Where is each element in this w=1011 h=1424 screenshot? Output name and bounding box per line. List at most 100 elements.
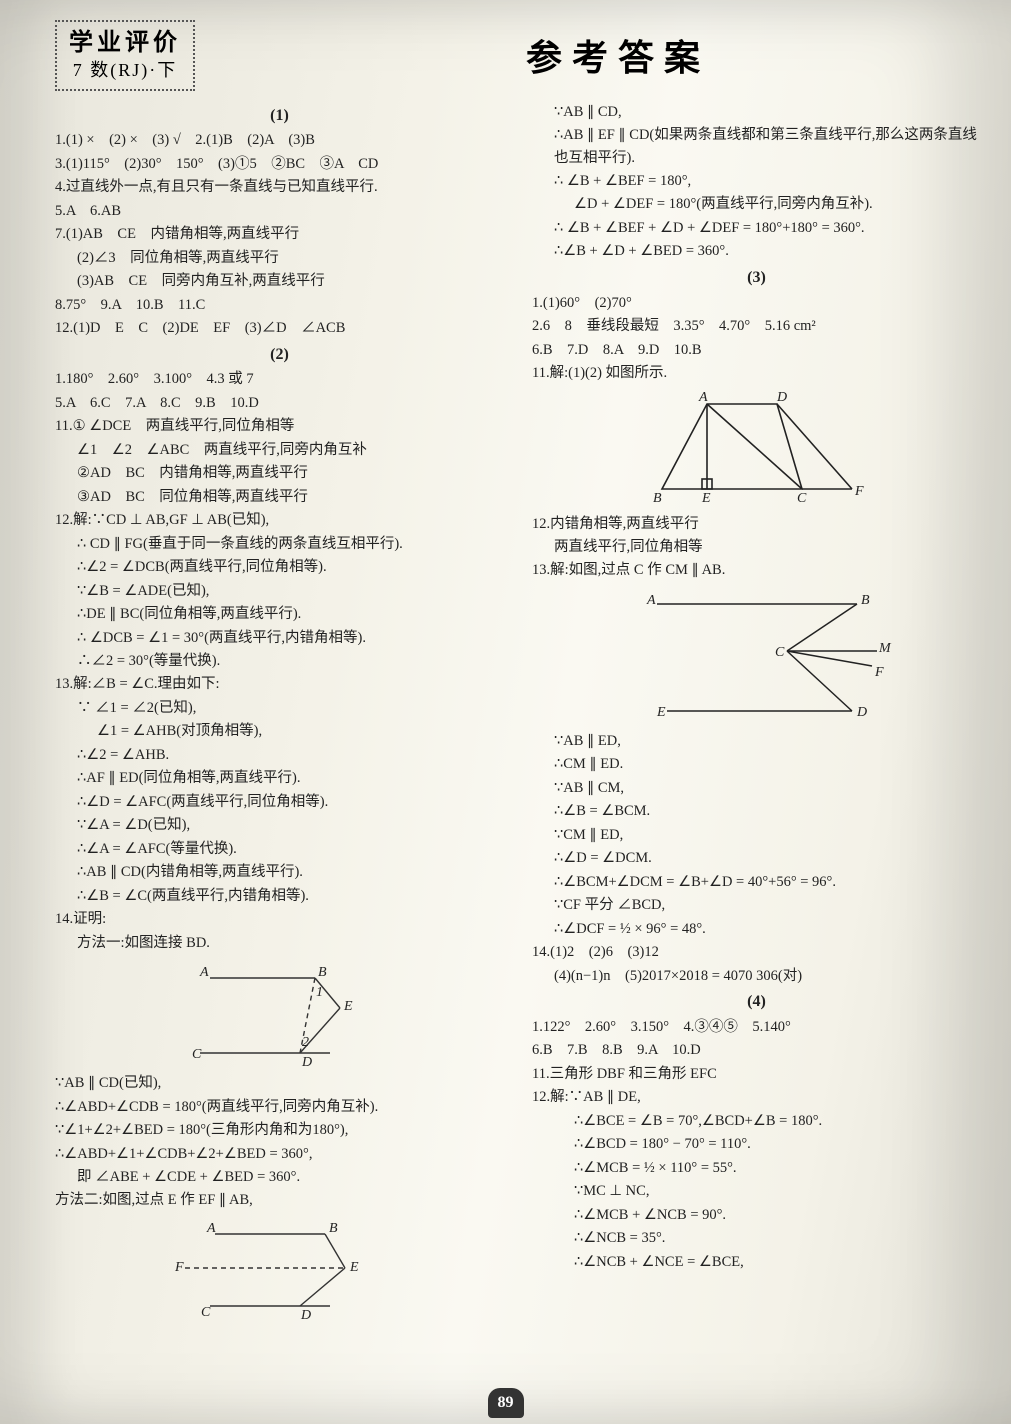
page-number: 89 <box>488 1388 524 1418</box>
answer-line: ∴∠MCB + ∠NCB = 90°. <box>532 1204 981 1226</box>
answer-line: (4)(n−1)n (5)2017×2018 = 4070 306(对) <box>532 965 981 987</box>
answer-line: ∵∠B = ∠ADE(已知), <box>55 580 504 602</box>
header-box-title: 学业评价 <box>69 28 181 59</box>
section-3-title: (3) <box>532 266 981 291</box>
answer-line: 8.75° 9.A 10.B 11.C <box>55 294 504 316</box>
answer-line: 7.(1)AB CE 内错角相等,两直线平行 <box>55 223 504 245</box>
answer-line: ∴∠NCB + ∠NCE = ∠BCE, <box>532 1251 981 1273</box>
answer-line: ∵AB ∥ CD(已知), <box>55 1072 504 1094</box>
page-title: 参考答案 <box>225 29 981 81</box>
answer-line: ∴∠B = ∠C(两直线平行,内错角相等). <box>55 885 504 907</box>
answer-line: ∴∠BCM+∠DCM = ∠B+∠D = 40°+56° = 96°. <box>532 871 981 893</box>
fig1-label-a: A <box>199 965 209 980</box>
answer-line: 11.① ∠DCE 两直线平行,同位角相等 <box>55 415 504 437</box>
answer-line: ∴ ∠DCB = ∠1 = 30°(两直线平行,内错角相等). <box>55 627 504 649</box>
answer-line: 12.内错角相等,两直线平行 <box>532 513 981 535</box>
fig1-label-b: B <box>318 965 327 980</box>
fig3-label-e: E <box>701 491 711 506</box>
answer-line: ∴AB ∥ CD(内错角相等,两直线平行). <box>55 861 504 883</box>
answer-line: ∴∠B = ∠BCM. <box>532 800 981 822</box>
answer-line: ∴ ∠B + ∠BEF + ∠D + ∠DEF = 180°+180° = 36… <box>532 217 981 239</box>
right-column: ∵AB ∥ CD, ∴AB ∥ EF ∥ CD(如果两条直线都和第三条直线平行,… <box>532 101 981 1325</box>
answer-line: ∵∠A = ∠D(已知), <box>55 814 504 836</box>
fig2-label-e: E <box>349 1260 359 1275</box>
answer-line: ∴∠ABD+∠CDB = 180°(两直线平行,同旁内角互补). <box>55 1096 504 1118</box>
fig2-label-b: B <box>329 1221 338 1236</box>
answer-line: ∴∠NCB = 35°. <box>532 1227 981 1249</box>
fig2-label-a: A <box>206 1221 216 1236</box>
answer-line: ∴AB ∥ EF ∥ CD(如果两条直线都和第三条直线平行,那么这两条直线也互相… <box>532 124 981 169</box>
section-4-title: (4) <box>532 990 981 1015</box>
answer-line: ∴∠ABD+∠1+∠CDB+∠2+∠BED = 360°, <box>55 1143 504 1165</box>
answer-line: 6.B 7.B 8.B 9.A 10.D <box>532 1039 981 1061</box>
fig1-label-e: E <box>343 999 353 1014</box>
fig4-label-m: M <box>878 641 892 656</box>
answer-line: ∵AB ∥ CD, <box>532 101 981 123</box>
fig4-label-e: E <box>656 705 666 720</box>
answer-line: 14.证明: <box>55 908 504 930</box>
fig3-label-b: B <box>653 491 662 506</box>
fig1-label-1: 1 <box>316 985 323 1000</box>
figure-2: A B C D E F <box>165 1216 395 1321</box>
fig2-label-c: C <box>201 1305 211 1320</box>
answer-line: 方法一:如图连接 BD. <box>55 932 504 954</box>
answer-line: ∵ ∠1 = ∠2(已知), <box>55 697 504 719</box>
answer-line: ∴∠D = ∠AFC(两直线平行,同位角相等). <box>55 791 504 813</box>
answer-line: 13.解:∠B = ∠C.理由如下: <box>55 673 504 695</box>
answer-line: ∴∠2 = 30°(等量代换). <box>55 650 504 672</box>
answer-line: ∵AB ∥ CM, <box>532 777 981 799</box>
section-1-title: (1) <box>55 104 504 129</box>
answer-line: ∵MC ⊥ NC, <box>532 1180 981 1202</box>
section-2-title: (2) <box>55 343 504 368</box>
fig1-label-2: 2 <box>302 1035 309 1050</box>
page-number-badge: 89 <box>488 1388 524 1418</box>
fig4-label-a: A <box>646 593 656 608</box>
answer-line: 5.A 6.C 7.A 8.C 9.B 10.D <box>55 392 504 414</box>
answer-line: ∴ ∠B + ∠BEF = 180°, <box>532 170 981 192</box>
answer-line: 1.180° 2.60° 3.100° 4.3 或 7 <box>55 368 504 390</box>
answer-line: 14.(1)2 (2)6 (3)12 <box>532 941 981 963</box>
fig3-label-f: F <box>854 484 864 499</box>
answer-line: ∴ CD ∥ FG(垂直于同一条直线的两条直线互相平行). <box>55 533 504 555</box>
answer-line: 12.解:∵AB ∥ DE, <box>532 1086 981 1108</box>
answer-line: ∴∠A = ∠AFC(等量代换). <box>55 838 504 860</box>
answer-line: ∠1 = ∠AHB(对顶角相等), <box>55 720 504 742</box>
answer-line: ∵∠1+∠2+∠BED = 180°(三角形内角和为180°), <box>55 1119 504 1141</box>
fig2-label-d: D <box>300 1308 311 1321</box>
fig3-label-d: D <box>776 390 787 405</box>
fig4-label-c: C <box>775 645 785 660</box>
answer-line: ∠D + ∠DEF = 180°(两直线平行,同旁内角互补). <box>532 193 981 215</box>
fig2-label-f: F <box>174 1260 184 1275</box>
answer-line: ∵CM ∥ ED, <box>532 824 981 846</box>
answer-line: ∴∠MCB = ½ × 110° = 55°. <box>532 1157 981 1179</box>
fig4-label-d: D <box>856 705 867 720</box>
fig1-label-c: C <box>192 1047 202 1062</box>
answer-line: ∴∠B + ∠D + ∠BED = 360°. <box>532 240 981 262</box>
answer-line: ③AD BC 同位角相等,两直线平行 <box>55 486 504 508</box>
answer-line: 1.(1)60° (2)70° <box>532 292 981 314</box>
answer-line: 11.解:(1)(2) 如图所示. <box>532 362 981 384</box>
answer-line: ∴AF ∥ ED(同位角相等,两直线平行). <box>55 767 504 789</box>
answer-line: (2)∠3 同位角相等,两直线平行 <box>55 247 504 269</box>
answer-line: ∴DE ∥ BC(同位角相等,两直线平行). <box>55 603 504 625</box>
figure-1: A B C D E 1 2 <box>170 958 390 1068</box>
answer-line: 11.三角形 DBF 和三角形 EFC <box>532 1063 981 1085</box>
answer-line: ∴∠DCF = ½ × 96° = 48°. <box>532 918 981 940</box>
answer-line: ∴∠2 = ∠DCB(两直线平行,同位角相等). <box>55 556 504 578</box>
answer-line: ∴∠2 = ∠AHB. <box>55 744 504 766</box>
answer-line: (3)AB CE 同旁内角互补,两直线平行 <box>55 270 504 292</box>
answer-line: 1.122° 2.60° 3.150° 4.③④⑤ 5.140° <box>532 1016 981 1038</box>
answer-line: 1.(1) × (2) × (3) √ 2.(1)B (2)A (3)B <box>55 129 504 151</box>
fig4-label-f: F <box>874 665 884 680</box>
answer-line: 两直线平行,同位角相等 <box>532 536 981 558</box>
answer-line: 方法二:如图,过点 E 作 EF ∥ AB, <box>55 1189 504 1211</box>
answer-line: ∵AB ∥ ED, <box>532 730 981 752</box>
header-box-sub: 7 数(RJ)·下 <box>69 59 181 82</box>
fig3-label-a: A <box>698 390 708 405</box>
left-column: (1) 1.(1) × (2) × (3) √ 2.(1)B (2)A (3)B… <box>55 101 504 1325</box>
answer-line: ∴∠D = ∠DCM. <box>532 847 981 869</box>
answer-line: 12.解:∵CD ⊥ AB,GF ⊥ AB(已知), <box>55 509 504 531</box>
answer-line: ②AD BC 内错角相等,两直线平行 <box>55 462 504 484</box>
answer-line: ∴∠BCD = 180° − 70° = 110°. <box>532 1133 981 1155</box>
fig3-label-c: C <box>797 491 807 506</box>
